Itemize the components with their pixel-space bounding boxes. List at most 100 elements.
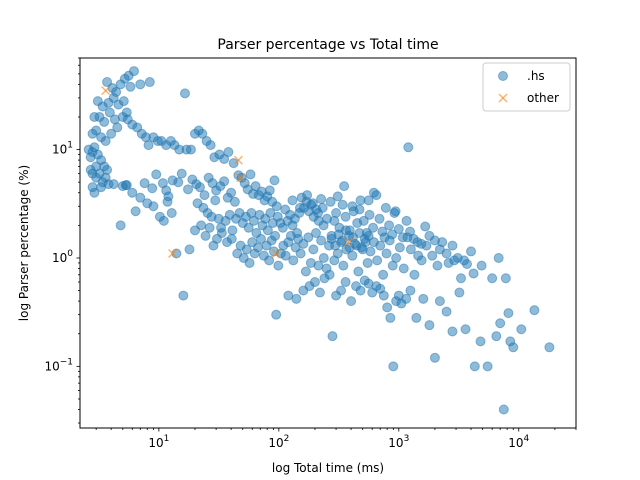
point-hs-73 (108, 179, 119, 190)
point-hs-202 (310, 228, 321, 239)
point-hs-275 (378, 269, 389, 280)
point-hs-241 (424, 320, 435, 331)
point-hs-248 (469, 361, 480, 372)
point-hs-254 (503, 308, 514, 319)
point-hs-8 (135, 79, 146, 90)
point-hs-230 (378, 290, 389, 301)
point-hs-224 (355, 285, 366, 296)
point-hs-258 (529, 305, 540, 316)
point-hs-245 (447, 326, 458, 337)
point-hs-201 (308, 244, 319, 255)
plot-frame (79, 57, 577, 429)
point-hs-297 (487, 273, 498, 284)
point-hs-53 (223, 147, 234, 158)
point-hs-340 (354, 204, 365, 215)
point-hs-162 (184, 244, 195, 255)
point-other-1 (168, 248, 178, 259)
point-hs-19 (104, 107, 115, 118)
point-hs-371 (157, 178, 168, 189)
point-hs-335 (325, 196, 336, 207)
point-hs-365 (115, 220, 126, 231)
point-other-4 (271, 248, 281, 259)
point-hs-13 (108, 92, 119, 103)
point-hs-279 (391, 252, 402, 263)
point-hs-215 (314, 287, 325, 298)
point-hs-344 (389, 208, 400, 219)
point-hs-341 (363, 195, 374, 206)
point-hs-373 (166, 208, 177, 219)
point-hs-288 (427, 250, 438, 261)
point-hs-54 (228, 158, 239, 169)
point-hs-293 (456, 273, 467, 284)
legend-marker-hs (498, 71, 508, 81)
point-hs-232 (385, 312, 396, 323)
point-hs-311 (368, 222, 379, 233)
point-hs-334 (466, 246, 477, 257)
point-hs-361 (354, 228, 365, 239)
point-hs-196 (295, 248, 306, 259)
point-hs-42 (179, 88, 190, 99)
point-hs-250 (482, 361, 493, 372)
point-hs-111 (264, 185, 275, 196)
point-hs-158 (316, 194, 327, 205)
point-hs-249 (475, 336, 486, 347)
point-hs-18 (99, 116, 110, 127)
point-hs-296 (476, 260, 487, 271)
point-hs-265 (347, 250, 358, 261)
point-hs-330 (441, 248, 452, 259)
point-hs-220 (336, 285, 347, 296)
point-hs-193 (288, 255, 299, 266)
point-hs-374 (87, 182, 98, 193)
point-hs-119 (210, 195, 221, 206)
point-hs-276 (381, 248, 392, 259)
point-hs-217 (324, 269, 335, 280)
x-axis: 101 102 103 104 (95, 428, 577, 450)
point-hs-184 (266, 235, 277, 246)
point-hs-270 (362, 257, 373, 268)
point-hs-356 (337, 235, 348, 246)
point-hs-242 (429, 352, 440, 363)
point-hs-244 (441, 306, 452, 317)
point-hs-15 (118, 96, 129, 107)
point-other-0 (101, 86, 111, 96)
point-hs-238 (405, 285, 416, 296)
point-hs-333 (459, 255, 470, 266)
point-hs-274 (375, 240, 386, 251)
point-hs-187 (273, 260, 284, 271)
point-hs-302 (337, 199, 348, 210)
point-hs-175 (241, 244, 252, 255)
point-hs-286 (416, 255, 427, 266)
point-hs-368 (139, 178, 150, 189)
point-hs-289 (432, 260, 443, 271)
point-hs-303 (340, 211, 351, 222)
point-hs-76 (127, 187, 138, 198)
point-hs-166 (204, 222, 215, 233)
point-hs-98 (226, 187, 237, 198)
point-hs-205 (318, 252, 329, 263)
point-other-3 (236, 173, 246, 183)
legend-marker-other (498, 93, 508, 103)
point-hs-283 (405, 244, 416, 255)
point-hs-198 (300, 266, 311, 277)
legend-label-other: other (527, 91, 559, 105)
point-hs-171 (226, 233, 237, 244)
point-other-5 (343, 237, 353, 247)
point-hs-295 (468, 268, 479, 279)
point-hs-366 (121, 180, 132, 191)
point-hs-349 (307, 198, 318, 209)
point-hs-347 (294, 202, 305, 213)
point-hs-221 (340, 277, 351, 288)
point-hs-315 (380, 202, 391, 213)
point-hs-180 (256, 233, 267, 244)
point-hs-346 (287, 195, 298, 206)
point-hs-352 (321, 213, 332, 224)
point-hs-256 (508, 342, 519, 353)
point-hs-370 (151, 169, 162, 180)
point-hs-136 (262, 225, 273, 236)
point-hs-320 (397, 232, 408, 243)
point-hs-214 (309, 277, 320, 288)
point-hs-237 (401, 293, 412, 304)
point-hs-369 (147, 183, 158, 194)
